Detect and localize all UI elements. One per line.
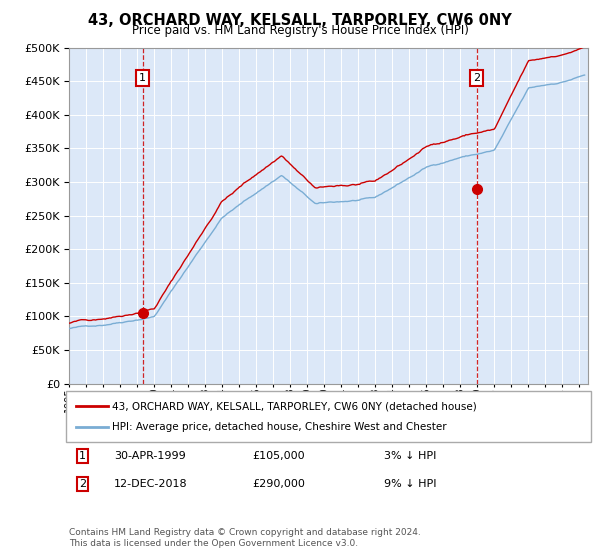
Text: 9% ↓ HPI: 9% ↓ HPI <box>384 479 437 489</box>
Text: HPI: Average price, detached house, Cheshire West and Chester: HPI: Average price, detached house, Ches… <box>112 422 447 432</box>
Text: £105,000: £105,000 <box>252 451 305 461</box>
Text: 2: 2 <box>473 73 480 83</box>
Text: 1: 1 <box>139 73 146 83</box>
Text: 1: 1 <box>79 451 86 461</box>
Text: Price paid vs. HM Land Registry's House Price Index (HPI): Price paid vs. HM Land Registry's House … <box>131 24 469 37</box>
Text: 3% ↓ HPI: 3% ↓ HPI <box>384 451 436 461</box>
Text: 43, ORCHARD WAY, KELSALL, TARPORLEY, CW6 0NY (detached house): 43, ORCHARD WAY, KELSALL, TARPORLEY, CW6… <box>112 401 477 411</box>
Text: 30-APR-1999: 30-APR-1999 <box>114 451 186 461</box>
Text: 43, ORCHARD WAY, KELSALL, TARPORLEY, CW6 0NY: 43, ORCHARD WAY, KELSALL, TARPORLEY, CW6… <box>88 13 512 28</box>
Text: 2: 2 <box>79 479 86 489</box>
Text: Contains HM Land Registry data © Crown copyright and database right 2024.
This d: Contains HM Land Registry data © Crown c… <box>69 528 421 548</box>
Text: 12-DEC-2018: 12-DEC-2018 <box>114 479 188 489</box>
Text: £290,000: £290,000 <box>252 479 305 489</box>
